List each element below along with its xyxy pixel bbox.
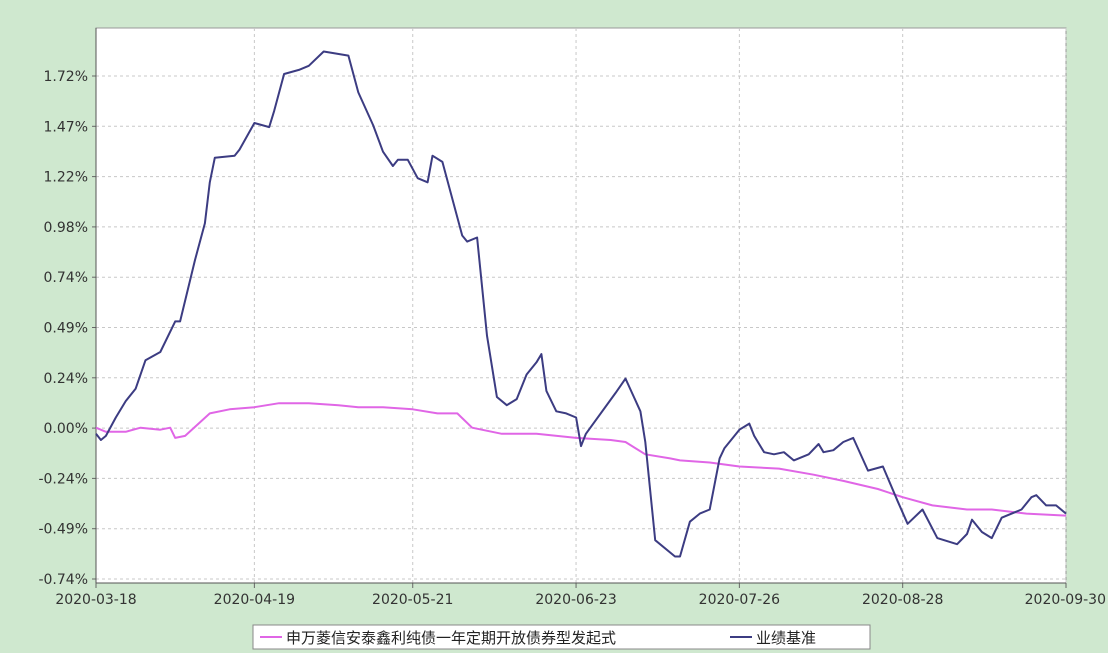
series-lines [95,50,1067,558]
x-tick-label: 2020-06-23 [535,592,616,608]
y-tick-label: 0.24% [44,371,88,387]
legend-label-benchmark: 业绩基准 [756,629,816,647]
y-tick-label: -0.74% [38,572,88,588]
axes: 1.72% 1.47% 1.22% 0.98% 0.74% 0.49% 0.24% 0.00%… [38,28,1106,608]
legend-label-fund: 申万菱信安泰鑫利纯债一年定期开放债券型发起式 [286,629,616,647]
x-tick-label: 2020-08-28 [862,592,943,608]
benchmark-line [95,50,1067,558]
y-tick-label: 0.74% [44,270,88,286]
fund-line [95,402,1067,517]
y-tick-label: 1.72% [44,69,88,85]
legend: 申万菱信安泰鑫利纯债一年定期开放债券型发起式 业绩基准 [252,624,871,650]
plot-area [95,27,1067,584]
x-tick-label: 2020-04-19 [214,592,295,608]
y-tick-label: -0.24% [38,471,88,487]
x-tick-label: 2020-07-26 [699,592,780,608]
y-tick-label: -0.49% [38,522,88,538]
gridlines [95,28,1067,583]
y-tick-label: 0.00% [44,421,88,437]
x-tick-label: 2020-03-18 [55,592,136,608]
x-tick-label: 2020-05-21 [372,592,453,608]
x-tick-label: 2020-09-30 [1025,592,1106,608]
legend-box [252,624,871,650]
y-tick-label: 0.49% [44,321,88,337]
y-tick-label: 0.98% [44,220,88,236]
y-tick-label: 1.22% [44,170,88,186]
y-tick-label: 1.47% [44,119,88,135]
